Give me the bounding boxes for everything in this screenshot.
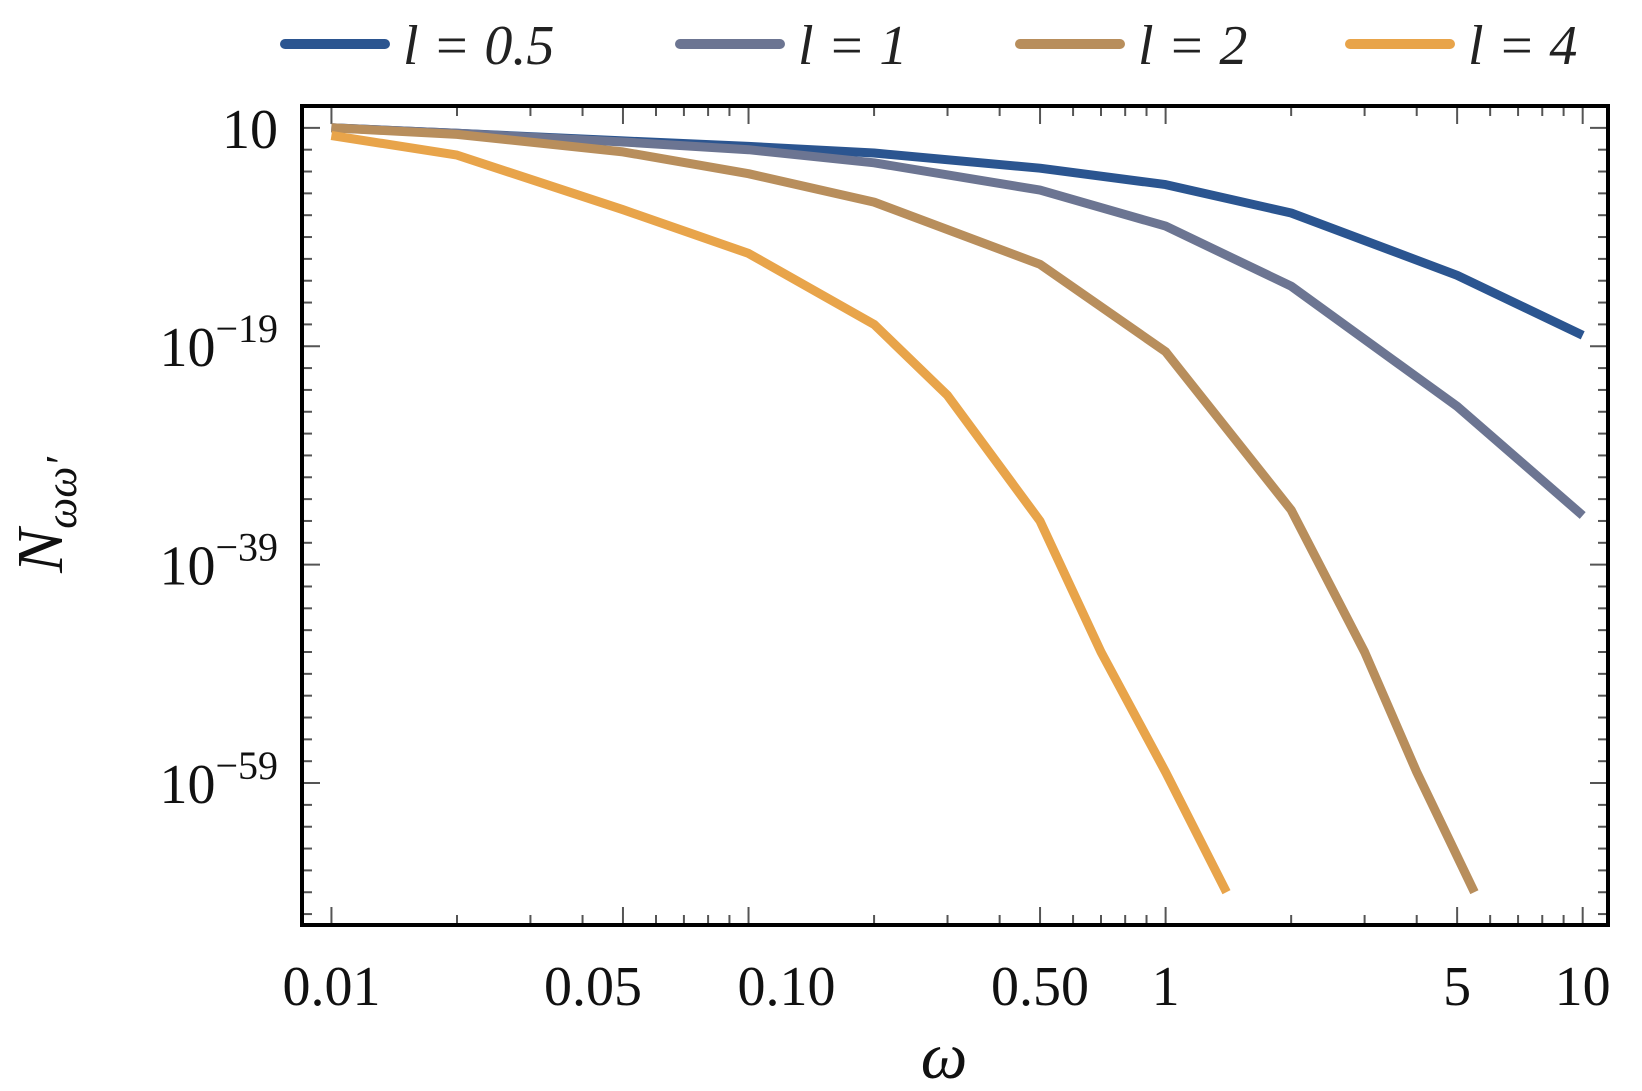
y-axis-label-sub: ωω′ [37, 456, 86, 529]
y-tick-label: 10−39 [159, 525, 278, 598]
series-line-l-1 [331, 123, 1586, 519]
x-tick-label: 5 [1443, 956, 1471, 1018]
y-axis-label-main: N [4, 525, 77, 574]
tick-labels: 0.01 0.05 0.10 0.50 1 5 10 10 10−19 10−39 10−59 [159, 99, 1610, 1018]
y-tick-label: 10 [222, 99, 278, 161]
legend-label: l = 1 [798, 15, 907, 77]
legend-label: l = 4 [1468, 15, 1577, 77]
y-tick-label: 10−19 [159, 306, 278, 379]
x-tick-label: 0.10 [738, 956, 836, 1018]
x-tick-label: 0.50 [991, 956, 1089, 1018]
y-tick-label: 10−59 [159, 743, 278, 816]
y-axis-label: Nωω′ [4, 456, 86, 574]
series-line-l-2 [331, 123, 1479, 895]
legend-label: l = 2 [1138, 15, 1247, 77]
svg-text:Nωω′: Nωω′ [4, 456, 86, 574]
plot-frame [300, 104, 1610, 927]
x-axis-label: ω [921, 1020, 968, 1091]
legend: l = 0.5 l = 1 l = 2 l = 4 [280, 15, 1577, 77]
series-line-l-4 [330, 131, 1231, 895]
x-tick-label: 1 [1152, 956, 1180, 1018]
x-tick-label: 0.05 [544, 956, 642, 1018]
x-tick-label: 0.01 [282, 956, 380, 1018]
legend-label: l = 0.5 [403, 15, 554, 77]
x-tick-label: 10 [1555, 956, 1611, 1018]
series-layer [330, 123, 1586, 895]
